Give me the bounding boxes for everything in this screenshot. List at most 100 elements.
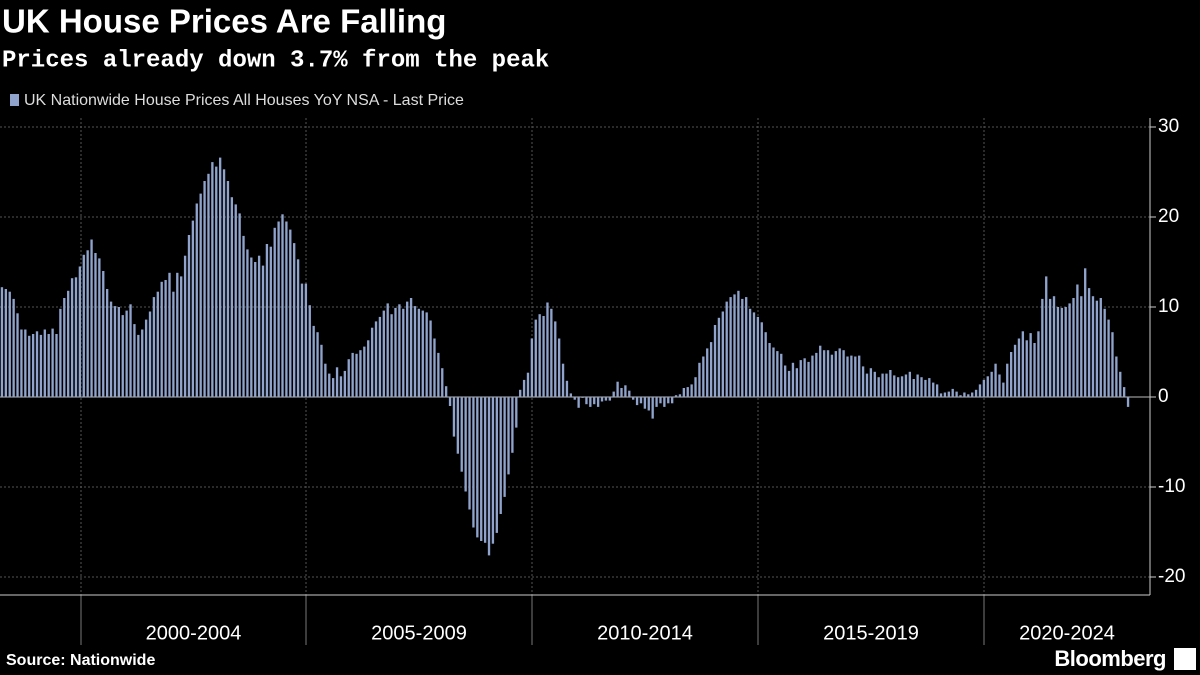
bar — [756, 316, 760, 397]
bar — [370, 327, 374, 397]
bar — [464, 397, 467, 492]
bar — [1084, 268, 1087, 397]
bar — [316, 332, 319, 397]
bar — [43, 329, 46, 397]
bar — [148, 311, 152, 397]
bar — [659, 397, 662, 404]
bar — [526, 372, 530, 397]
bar — [257, 255, 261, 397]
bar — [589, 397, 592, 407]
bar — [35, 331, 39, 397]
bar — [1045, 276, 1048, 397]
bar — [1111, 332, 1114, 397]
bar — [986, 376, 989, 397]
bar — [187, 235, 191, 397]
bar — [363, 346, 366, 397]
bar — [939, 393, 943, 397]
bar — [768, 343, 771, 397]
bar — [133, 324, 136, 397]
bar — [737, 290, 740, 397]
bar — [565, 380, 569, 397]
x-group-label: 2005-2009 — [371, 622, 467, 644]
bar — [39, 334, 43, 397]
bar — [281, 214, 284, 397]
bar — [285, 221, 288, 397]
bar — [955, 391, 958, 397]
bar — [59, 308, 62, 397]
bar — [0, 287, 4, 397]
bar — [78, 266, 82, 397]
bar — [1052, 296, 1056, 397]
bar — [772, 347, 775, 397]
bar — [896, 377, 900, 397]
bar — [819, 345, 822, 397]
bar — [137, 334, 140, 397]
bar — [511, 397, 514, 453]
bar — [293, 243, 296, 397]
bar — [916, 374, 919, 397]
bar — [530, 338, 534, 397]
bar — [495, 397, 498, 533]
bar — [764, 332, 767, 397]
bar — [328, 373, 331, 397]
bar — [959, 395, 962, 397]
bar — [28, 335, 31, 397]
bar — [429, 320, 432, 397]
bar — [585, 397, 588, 405]
bar — [612, 391, 615, 397]
bar — [826, 350, 830, 397]
bar — [413, 306, 417, 397]
bar — [339, 376, 343, 397]
bar — [265, 244, 269, 397]
bar — [994, 363, 997, 397]
bar — [889, 370, 892, 397]
bar — [593, 397, 596, 405]
bar — [406, 301, 409, 397]
bar — [998, 374, 1001, 397]
bar — [12, 298, 15, 397]
bar — [854, 356, 857, 397]
bar — [180, 276, 183, 397]
bar — [1041, 298, 1044, 397]
bar — [168, 272, 171, 397]
bar — [963, 392, 966, 397]
bar — [842, 350, 845, 397]
bar — [655, 397, 658, 407]
bar — [616, 381, 619, 397]
bar — [324, 363, 327, 397]
bar — [1033, 343, 1036, 397]
bar — [635, 397, 639, 406]
bar — [881, 373, 884, 397]
bar — [858, 355, 861, 397]
y-tick-label: -20 — [1158, 566, 1185, 587]
bar — [935, 384, 939, 397]
bar — [1091, 296, 1095, 397]
bar — [748, 308, 752, 397]
bar — [472, 397, 475, 528]
bar — [448, 397, 452, 406]
bar — [1107, 319, 1110, 397]
bar — [152, 297, 156, 397]
bar — [398, 304, 401, 397]
bar — [760, 322, 763, 397]
bar — [409, 298, 413, 397]
bar — [226, 181, 230, 397]
bar — [815, 352, 818, 397]
source: Source: Nationwide — [6, 652, 155, 669]
bar — [1064, 307, 1067, 397]
bar — [682, 388, 686, 397]
bar — [1068, 303, 1071, 397]
bar — [924, 379, 927, 397]
logo — [1174, 648, 1196, 670]
bar — [98, 258, 101, 397]
x-group-label: 2015-2019 — [823, 622, 919, 644]
bar — [690, 384, 693, 397]
bar — [503, 397, 506, 497]
bar — [468, 397, 471, 510]
bar — [1021, 331, 1025, 397]
bar — [308, 305, 311, 397]
bar — [951, 388, 954, 397]
bar — [277, 221, 280, 397]
bar — [596, 397, 600, 407]
